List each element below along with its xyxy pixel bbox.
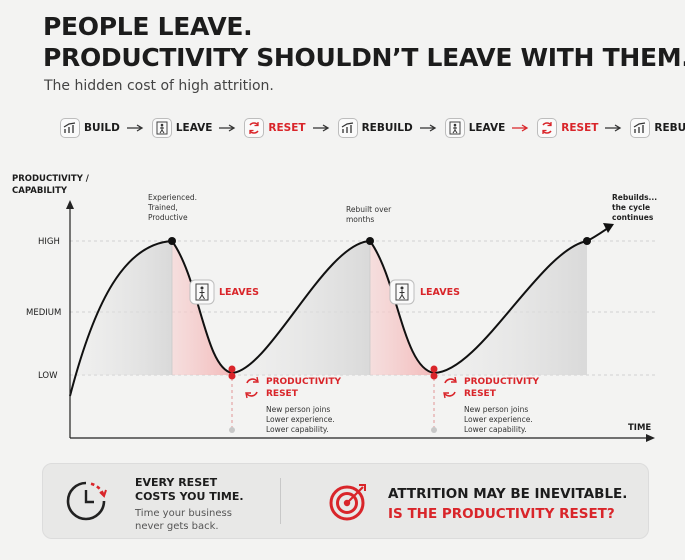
reset-label-2-line1: PRODUCTIVITY <box>464 377 540 387</box>
y-axis-label-line2: CAPABILITY <box>12 186 68 196</box>
low-point-2a <box>430 365 438 373</box>
reset-note-1-line3: Lower capability. <box>266 425 329 434</box>
flow-step-reset-2: RESET <box>537 118 598 138</box>
reset-label-1-line1: PRODUCTIVITY <box>266 377 342 387</box>
rebuild-area-2 <box>434 241 587 375</box>
exit-door-icon <box>389 279 415 305</box>
x-axis-arrow <box>646 434 655 442</box>
low-point-1a <box>228 365 236 373</box>
level-low: LOW <box>38 371 58 381</box>
left-sub-line1: Time your business <box>135 508 232 519</box>
flow-step-label: RESET <box>268 122 306 134</box>
target-icon <box>329 484 366 521</box>
end-note-line2: the cycle <box>612 203 650 212</box>
growth-chart-icon <box>60 118 80 138</box>
peak-point-3 <box>583 237 591 245</box>
arrow-right-icon <box>126 124 146 132</box>
level-high: HIGH <box>38 237 60 247</box>
peak1-note-line3: Productive <box>148 213 188 222</box>
arrow-right-icon <box>511 124 531 132</box>
flow-step-leave: LEAVE <box>151 118 213 138</box>
x-axis-label: TIME <box>628 423 651 433</box>
peak2-note-line1: Rebuilt over <box>346 205 392 214</box>
reset-note-2-line2: Lower experience. <box>464 415 533 424</box>
exit-door-icon <box>189 279 215 305</box>
arrow-right-icon <box>419 124 439 132</box>
left-heading-line1: EVERY RESET <box>135 476 218 489</box>
reset-note-2-line3: Lower capability. <box>464 425 527 434</box>
reset-area-2 <box>370 241 434 375</box>
left-sub-line2: never gets back. <box>135 521 219 532</box>
right-line2: IS THE PRODUCTIVITY RESET? <box>388 506 615 522</box>
productivity-cycle-diagram: PRODUCTIVITY / CAPABILITY HIGH MEDIUM LO… <box>12 174 657 442</box>
peak1-note-line2: Trained, <box>147 203 178 212</box>
flow-step-build: BUILD <box>60 118 120 138</box>
flow-step-label: LEAVE <box>175 122 213 134</box>
clock-reset-icon <box>66 481 107 521</box>
flow-step-label: RESET <box>561 122 599 134</box>
level-medium: MEDIUM <box>26 308 61 318</box>
reset-label-1-line2: RESET <box>266 389 299 399</box>
arrow-right-icon <box>218 124 238 132</box>
end-note-line1: Rebuilds... <box>612 193 657 202</box>
reset-arrows-icon <box>245 376 259 399</box>
flow-step-label: BUILD <box>84 122 120 134</box>
build-area-1 <box>70 241 172 396</box>
reset-label-2-line2: RESET <box>464 389 497 399</box>
exit-door-icon <box>151 118 172 138</box>
cycle-flow: BUILD LEAVE RESET REBUILD LEAVE RESET <box>60 114 685 142</box>
peak-point-1 <box>168 237 176 245</box>
reset-area-1 <box>172 241 232 375</box>
low-point-2b <box>430 372 438 380</box>
flow-step-rebuild: REBUILD <box>337 118 413 138</box>
reset-note-1-line2: Lower experience. <box>266 415 335 424</box>
rebuild-area-1 <box>232 241 370 375</box>
growth-chart-icon <box>337 118 358 138</box>
subtitle: The hidden cost of high attrition. <box>44 78 274 94</box>
right-line1: ATTRITION MAY BE INEVITABLE. <box>388 486 628 502</box>
low-point-1b <box>228 372 236 380</box>
reset-arrows-icon <box>537 118 558 138</box>
y-axis-arrow <box>66 200 74 209</box>
productivity-curve <box>69 227 609 397</box>
reset-note-2-line1: New person joins <box>464 405 528 414</box>
headline-line-1: PEOPLE LEAVE. <box>43 12 253 41</box>
reset-arrows-icon <box>244 118 265 138</box>
growth-chart-icon <box>630 118 651 138</box>
peak2-note-line2: months <box>346 215 374 224</box>
leaves-label-2: LEAVES <box>420 287 460 298</box>
flow-step-rebuild-2: REBUILD... <box>630 118 685 138</box>
peak1-note-line1: Experienced. <box>148 193 197 202</box>
flow-step-leave-2: LEAVE <box>444 118 506 138</box>
reset-note-1-line1: New person joins <box>266 405 330 414</box>
arrow-right-icon <box>312 124 332 132</box>
left-heading-line2: COSTS YOU TIME. <box>135 490 244 503</box>
curve-arrowhead <box>603 223 614 233</box>
reset-arrows-icon <box>443 376 457 399</box>
headline-line-2: PRODUCTIVITY SHOULDN’T LEAVE WITH THEM. <box>43 43 685 72</box>
axis-tick-1 <box>229 427 235 433</box>
leaves-label-1: LEAVES <box>219 287 259 298</box>
flow-step-label: REBUILD <box>361 122 413 134</box>
peak-point-2 <box>366 237 374 245</box>
flow-step-label: LEAVE <box>468 122 506 134</box>
end-note-line3: continues <box>612 213 654 222</box>
flow-step-reset: RESET <box>244 118 306 138</box>
banner-divider <box>280 478 281 524</box>
flow-step-label: REBUILD... <box>654 122 685 134</box>
axis-tick-2 <box>431 427 437 433</box>
exit-door-icon <box>444 118 465 138</box>
bottom-banner: EVERY RESET COSTS YOU TIME. Time your bu… <box>42 463 649 539</box>
y-axis-label-line1: PRODUCTIVITY / <box>12 174 90 184</box>
arrow-right-icon <box>604 124 624 132</box>
